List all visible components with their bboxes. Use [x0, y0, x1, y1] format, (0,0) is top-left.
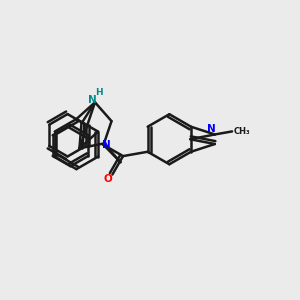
Text: H: H [95, 88, 102, 98]
Text: O: O [103, 174, 112, 184]
Text: N: N [88, 95, 97, 105]
Text: N: N [102, 140, 111, 150]
Text: CH₃: CH₃ [234, 127, 251, 136]
Text: N: N [207, 124, 216, 134]
